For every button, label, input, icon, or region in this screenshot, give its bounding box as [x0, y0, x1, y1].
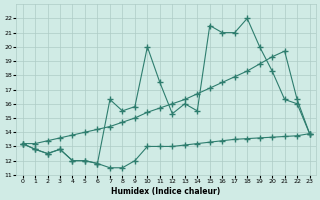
X-axis label: Humidex (Indice chaleur): Humidex (Indice chaleur)	[111, 187, 221, 196]
